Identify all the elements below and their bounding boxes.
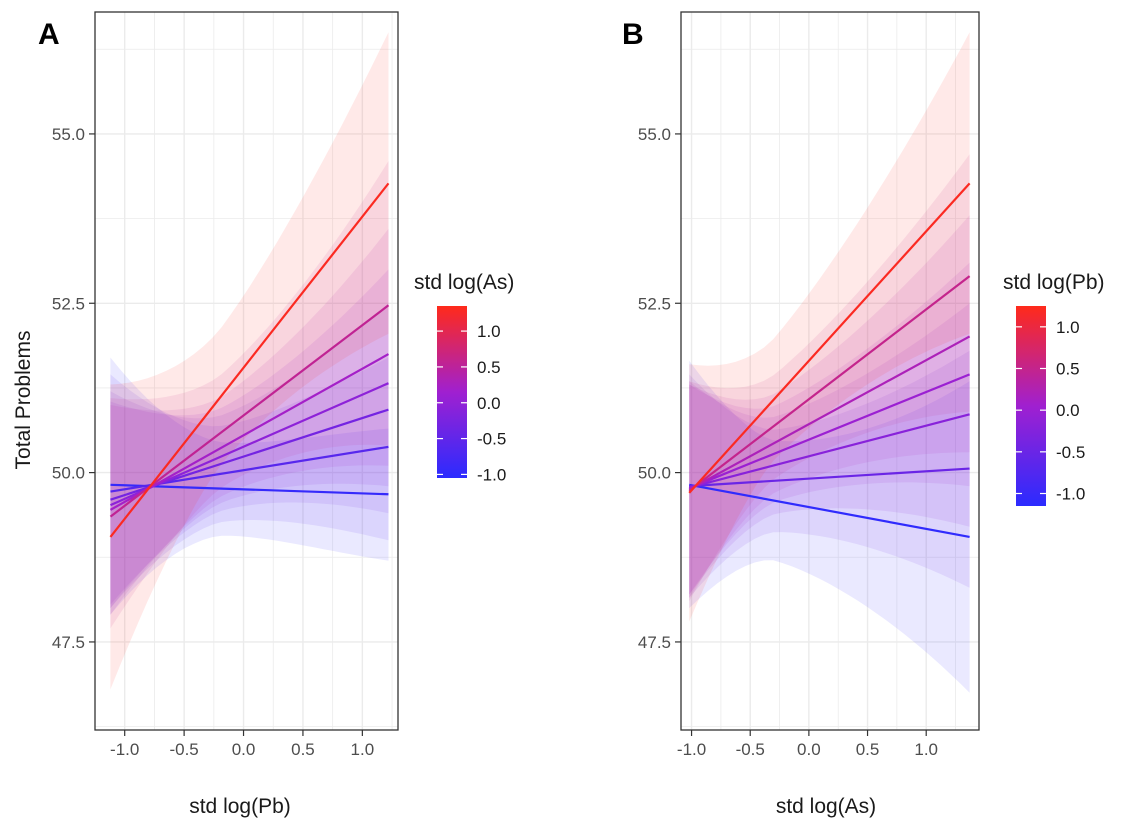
y-tick-label: 52.5 — [638, 294, 671, 313]
legend-tick-label: 1.0 — [1056, 318, 1080, 337]
panel-a: A Total Problems -1.0 -0.5 0.0 0.5 1.0 47.5 50… — [12, 11, 514, 818]
x-axis-title-a: std log(Pb) — [189, 795, 291, 818]
legend-tick-label: 0.0 — [477, 394, 501, 413]
x-tick-label: 0.5 — [856, 740, 880, 759]
legend-a: std log(As) -1.0 -0.5 0.0 0.5 1.0 — [414, 271, 514, 484]
legend-tick-label: -1.0 — [477, 465, 506, 484]
plot-area-a: -1.0 -0.5 0.0 0.5 1.0 47.5 50.0 52.5 55.0 — [52, 11, 399, 759]
legend-colorbar-a — [437, 306, 467, 478]
confidence-ribbon — [110, 357, 389, 609]
series-line — [109, 304, 390, 518]
series-line — [689, 483, 970, 539]
panel-a-letter: A — [38, 18, 60, 51]
series-lines — [109, 182, 390, 538]
legend-title-a: std log(As) — [414, 271, 514, 294]
series-line — [109, 353, 390, 511]
legend-tick-label: 0.5 — [1056, 360, 1080, 379]
x-tick-label: -0.5 — [169, 740, 198, 759]
x-tick-label: 0.5 — [291, 740, 315, 759]
y-tick-label: 47.5 — [52, 633, 85, 652]
series-line — [689, 467, 970, 488]
x-tick-label: 1.0 — [914, 740, 938, 759]
legend-tick-label: -0.5 — [1056, 443, 1085, 462]
y-tick-label: 50.0 — [52, 464, 85, 483]
series-line — [688, 275, 971, 492]
confidence-ribbon — [110, 357, 389, 615]
confidence-ribbon — [689, 360, 970, 693]
plot-frame — [94, 11, 399, 731]
legend-tick-label: 0.5 — [477, 358, 501, 377]
confidence-ribbon — [689, 350, 970, 598]
plot-area-b: -1.0 -0.5 0.0 0.5 1.0 47.5 50.0 52.5 55.0 — [638, 11, 980, 759]
legend-ticks-b: -1.0 -0.5 0.0 0.5 1.0 — [1016, 318, 1085, 504]
series-line — [688, 373, 971, 490]
y-axis-title: Total Problems — [12, 331, 35, 470]
x-axis-title-b: std log(As) — [776, 795, 876, 818]
confidence-ribbon — [689, 303, 970, 595]
series-lines — [688, 182, 971, 539]
confidence-ribbon — [110, 161, 389, 629]
series-line — [688, 335, 971, 491]
x-tick-label: 1.0 — [351, 740, 375, 759]
confidence-ribbon — [110, 228, 389, 615]
legend-colorbar-b — [1016, 306, 1046, 506]
legend-tick-label: 1.0 — [477, 322, 501, 341]
series-line — [688, 182, 971, 494]
x-tick-label: 0.0 — [797, 740, 821, 759]
confidence-ribbon — [689, 154, 970, 602]
axes: -1.0 -0.5 0.0 0.5 1.0 47.5 50.0 52.5 55.0 — [52, 125, 374, 759]
legend-tick-label: -1.0 — [1056, 485, 1085, 504]
plot-frame — [680, 11, 980, 731]
series-line — [109, 182, 390, 538]
legend-tick-label: -0.5 — [477, 430, 506, 449]
series-line — [688, 413, 970, 489]
legend-tick-label: 0.0 — [1056, 401, 1080, 420]
panel-b-letter: B — [622, 18, 644, 51]
panel-b: B -1.0 -0.5 0.0 0.5 1.0 47.5 50.0 52.5 55.0 std … — [622, 11, 1105, 818]
gridlines — [94, 12, 398, 730]
confidence-ribbon — [689, 215, 970, 598]
legend-b: std log(Pb) -1.0 -0.5 0.0 0.5 1.0 — [1003, 271, 1105, 506]
y-tick-label: 47.5 — [638, 633, 671, 652]
confidence-ribbons — [689, 32, 970, 693]
x-tick-label: -1.0 — [677, 740, 706, 759]
y-tick-label: 55.0 — [52, 125, 85, 144]
plot-background — [95, 12, 398, 730]
x-tick-label: -1.0 — [110, 740, 139, 759]
confidence-ribbon — [689, 32, 970, 622]
x-tick-label: -0.5 — [736, 740, 765, 759]
y-tick-label: 52.5 — [52, 294, 85, 313]
y-tick-label: 50.0 — [638, 464, 671, 483]
axes: -1.0 -0.5 0.0 0.5 1.0 47.5 50.0 52.5 55.0 — [638, 125, 938, 759]
legend-ticks-a: -1.0 -0.5 0.0 0.5 1.0 — [437, 322, 506, 484]
legend-title-b: std log(Pb) — [1003, 271, 1105, 294]
x-tick-label: 0.0 — [232, 740, 256, 759]
y-tick-label: 55.0 — [638, 125, 671, 144]
confidence-ribbon — [689, 262, 970, 595]
gridlines — [681, 12, 979, 730]
series-line — [110, 483, 389, 496]
plot-background — [681, 12, 979, 730]
confidence-ribbon — [110, 269, 389, 609]
